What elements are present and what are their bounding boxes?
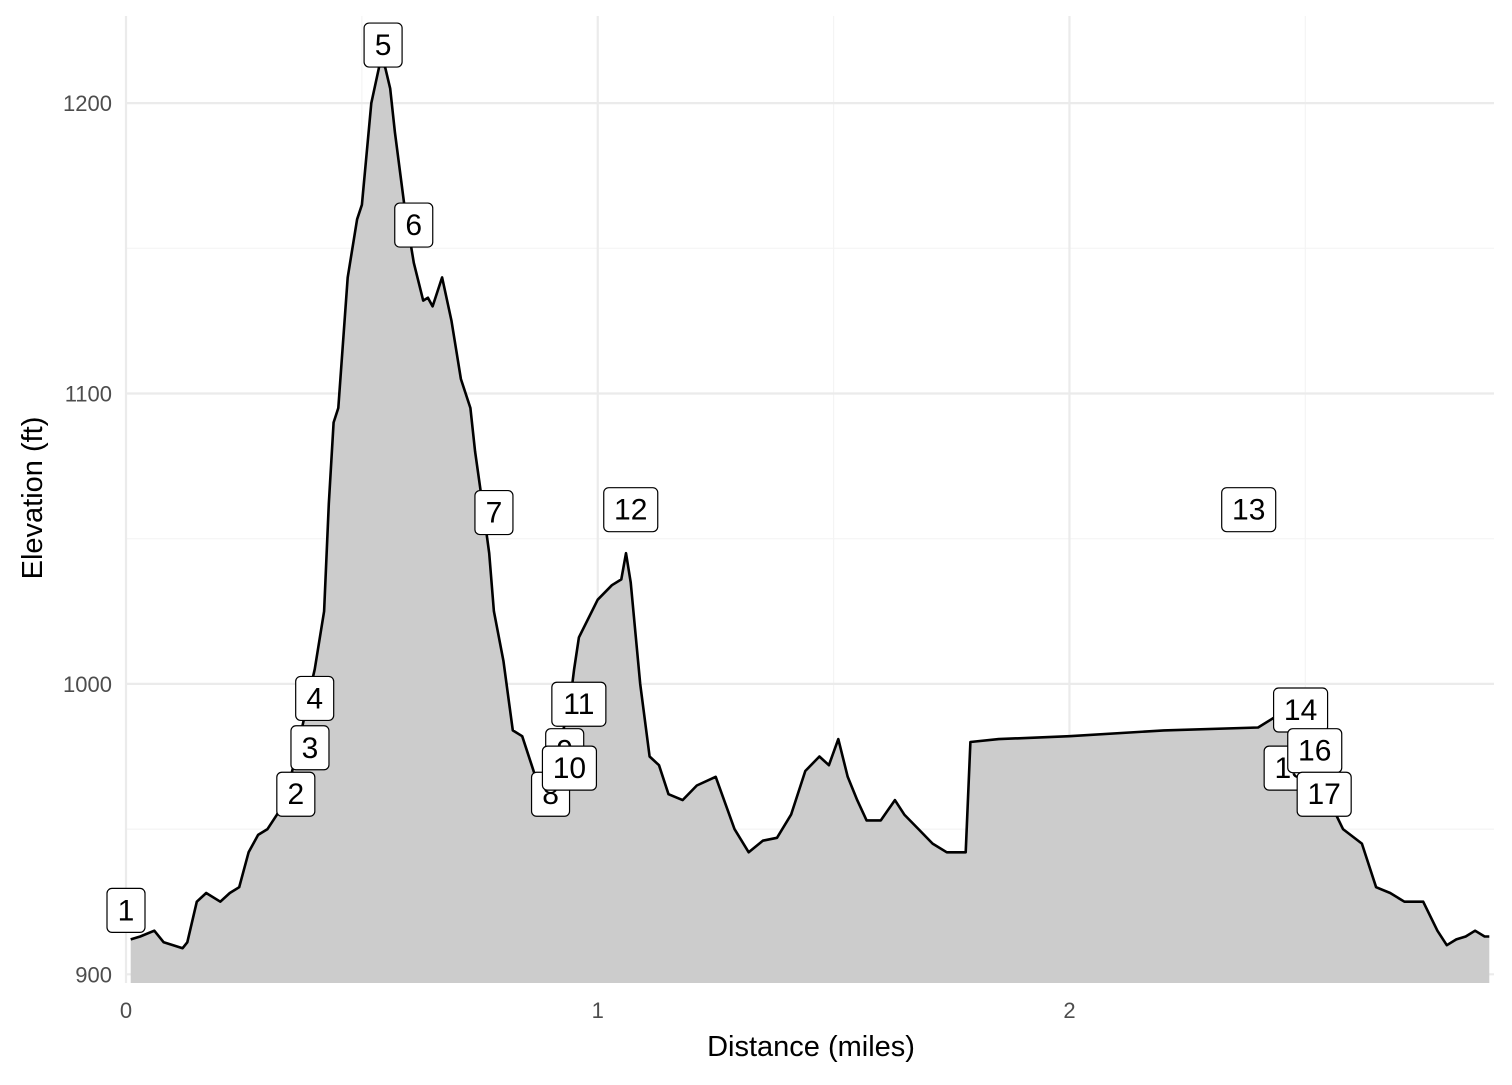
waypoint-label: 1	[106, 887, 146, 934]
elevation-area	[130, 59, 1490, 984]
waypoint-label: 4	[295, 675, 335, 722]
waypoint-label-box	[363, 22, 403, 68]
waypoint-label-box	[276, 771, 316, 817]
y-tick-label: 1100	[65, 382, 112, 407]
waypoint-label-text: 1	[118, 894, 135, 927]
y-tick-label: 1200	[63, 91, 112, 116]
waypoint-label-box	[1221, 487, 1277, 533]
waypoint-label: 11	[551, 681, 607, 727]
x-tick-label: 2	[1063, 998, 1075, 1023]
waypoint-label: 5	[363, 22, 403, 68]
waypoint-label: 16	[1287, 728, 1343, 774]
y-tick-label: 900	[75, 962, 112, 987]
waypoint-label-text: 14	[1284, 694, 1317, 727]
waypoint-label: 2	[276, 771, 316, 817]
waypoint-label-text: 6	[405, 209, 422, 242]
waypoint-label: 6	[394, 202, 434, 248]
waypoint-label-box	[394, 202, 434, 248]
waypoint-label-text: 3	[302, 732, 319, 765]
waypoint-label: 10	[541, 745, 598, 791]
waypoint-label-text: 11	[563, 688, 594, 721]
waypoint-label-box	[551, 681, 607, 727]
waypoint-label: 17	[1296, 771, 1352, 817]
waypoint-label-box	[474, 489, 514, 536]
x-tick-label: 0	[120, 998, 132, 1023]
waypoint-label-text: 17	[1307, 778, 1340, 811]
waypoint-labels: 1234567891011121315141617	[106, 22, 1352, 934]
y-axis-title: Elevation (ft)	[17, 417, 49, 580]
waypoint-label-text: 7	[486, 497, 503, 530]
waypoint-label-text: 5	[375, 29, 392, 62]
waypoint-label-text: 12	[614, 494, 647, 527]
x-axis-title: Distance (miles)	[707, 1031, 915, 1063]
waypoint-label: 7	[474, 489, 514, 536]
y-tick-label: 1000	[63, 672, 112, 697]
waypoint-label-text: 4	[306, 682, 323, 715]
waypoint-label-box	[603, 487, 659, 533]
x-tick-label: 1	[592, 998, 604, 1023]
waypoint-label-box	[1296, 771, 1352, 817]
waypoint-label-text: 16	[1298, 735, 1331, 768]
waypoint-label-box	[106, 887, 146, 934]
waypoint-label: 13	[1221, 487, 1277, 533]
waypoint-label-text: 13	[1232, 494, 1265, 527]
waypoint-label-box	[541, 745, 598, 791]
waypoint-label: 3	[290, 725, 330, 771]
waypoint-label: 14	[1272, 687, 1329, 733]
waypoint-label-text: 10	[553, 752, 586, 785]
waypoint-label-box	[290, 725, 330, 771]
waypoint-label-box	[295, 675, 335, 722]
waypoint-label-text: 2	[287, 778, 304, 811]
area-layer	[130, 58, 1490, 984]
waypoint-label: 12	[603, 487, 659, 533]
